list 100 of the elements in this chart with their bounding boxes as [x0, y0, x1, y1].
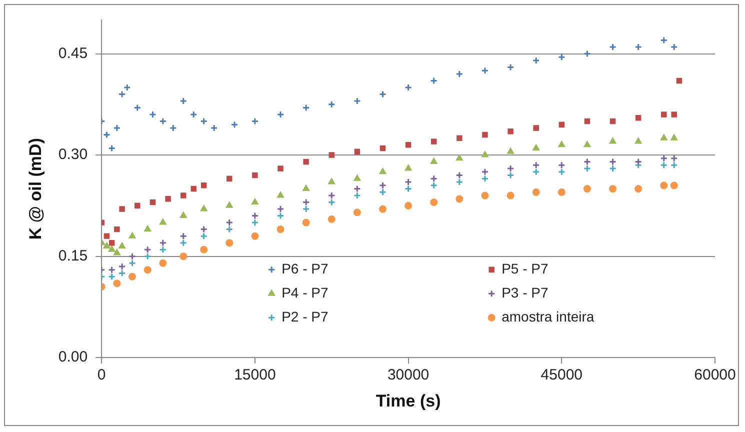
point: [533, 125, 539, 131]
point: [558, 161, 566, 169]
point: [583, 50, 591, 58]
point: [404, 84, 412, 92]
point: [180, 212, 187, 218]
point: [277, 192, 284, 198]
point: [144, 246, 152, 254]
point: [456, 135, 462, 142]
point: [118, 269, 126, 277]
point: [404, 185, 412, 193]
point: [660, 36, 668, 44]
point: [430, 182, 438, 190]
point: [354, 174, 361, 181]
point: [128, 252, 136, 260]
point: [302, 185, 310, 192]
point: [676, 78, 682, 84]
point: [144, 226, 151, 232]
point: [558, 141, 565, 148]
x-tick-label: 15000: [234, 366, 276, 384]
point: [200, 226, 208, 234]
point: [108, 266, 116, 274]
point: [118, 262, 126, 270]
point: [302, 218, 310, 226]
point: [113, 124, 121, 132]
point: [328, 198, 336, 206]
point: [558, 168, 566, 176]
legend-label: P5 - P7: [502, 260, 548, 276]
point: [276, 205, 284, 213]
point: [226, 226, 234, 234]
point: [180, 192, 186, 198]
point: [584, 141, 591, 148]
point: [404, 164, 412, 171]
point: [200, 232, 208, 240]
point: [226, 218, 234, 226]
point: [252, 198, 258, 205]
point: [128, 272, 136, 280]
point: [583, 158, 591, 166]
point: [108, 246, 116, 252]
point: [482, 151, 488, 158]
y-tick-label: 0.15: [58, 247, 88, 264]
point: [507, 148, 514, 154]
point: [128, 232, 136, 238]
point: [610, 118, 616, 124]
y-tick-label: 0.45: [58, 44, 88, 62]
point: [378, 90, 386, 98]
point: [609, 43, 617, 51]
point: [660, 154, 668, 162]
point: [584, 118, 590, 124]
legend-label: P4 - P7: [282, 284, 328, 300]
point: [108, 272, 116, 280]
point: [660, 182, 668, 190]
point: [200, 182, 207, 188]
point: [660, 134, 668, 140]
point: [200, 205, 208, 212]
point: [251, 118, 259, 126]
point: [456, 154, 463, 161]
point: [226, 239, 234, 247]
point: [609, 164, 617, 172]
point: [609, 185, 617, 193]
point: [102, 131, 110, 139]
point: [609, 158, 617, 166]
point: [328, 178, 335, 184]
point: [481, 174, 489, 182]
point: [532, 144, 540, 151]
point: [508, 128, 514, 134]
point: [303, 158, 309, 165]
point: [404, 202, 412, 210]
point: [302, 104, 310, 112]
y-axis-title: K @ oil (mD): [26, 138, 45, 240]
point: [634, 43, 642, 51]
point: [635, 115, 642, 121]
point: [251, 232, 259, 240]
point: [670, 161, 678, 169]
point: [378, 182, 386, 190]
point: [200, 246, 208, 254]
point: [670, 182, 678, 190]
point: [103, 242, 110, 248]
point: [558, 53, 566, 61]
point: [119, 206, 125, 212]
point: [670, 134, 678, 140]
point: [404, 178, 412, 186]
point: [482, 132, 488, 138]
point: [583, 185, 591, 193]
x-axis-title: Time (s): [376, 391, 441, 410]
legend-label: amostra inteira: [502, 308, 594, 324]
point: [583, 164, 591, 172]
point: [379, 168, 386, 174]
point: [660, 161, 668, 169]
legend-label: P6 - P7: [282, 260, 328, 276]
point: [180, 252, 188, 260]
point: [634, 158, 642, 166]
point: [532, 168, 540, 176]
x-tick-label: 45000: [540, 366, 583, 384]
point: [159, 239, 167, 247]
point: [252, 172, 258, 178]
point: [506, 172, 514, 180]
point: [114, 249, 120, 256]
point: [532, 161, 540, 169]
point: [123, 84, 131, 92]
point: [108, 240, 115, 246]
